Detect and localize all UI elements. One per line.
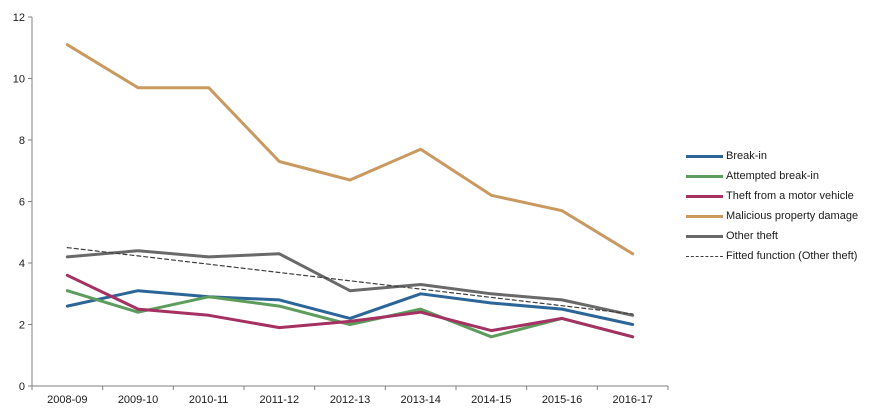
x-tick-label: 2011-12	[260, 394, 300, 406]
series-line-fitted-function-other-theft	[66, 247, 634, 315]
series-line-malicious-property-damage	[65, 43, 635, 256]
y-tick-label: 2	[19, 320, 25, 332]
y-tick-label: 12	[13, 12, 25, 24]
x-tick-label: 2016-17	[612, 394, 652, 406]
x-tick-label: 2010-11	[189, 394, 229, 406]
legend-swatch-break-in	[686, 154, 723, 158]
series-line-other-theft	[65, 249, 635, 317]
series-line-attempted-break-in	[65, 289, 635, 339]
legend-label-theft-from-a-motor-vehicle: Theft from a motor vehicle	[726, 190, 854, 202]
legend-label-fitted-function-other-theft: Fitted function (Other theft)	[726, 250, 858, 262]
legend-label-attempted-break-in: Attempted break-in	[726, 170, 819, 182]
legend-item-theft-from-a-motor-vehicle: Theft from a motor vehicle	[686, 189, 858, 203]
x-tick-label: 2014-15	[471, 394, 511, 406]
legend-item-attempted-break-in: Attempted break-in	[686, 169, 858, 183]
legend-item-break-in: Break-in	[686, 149, 858, 163]
legend-label-other-theft: Other theft	[726, 230, 778, 242]
y-tick-label: 0	[19, 381, 25, 393]
y-tick-label: 4	[19, 258, 25, 270]
legend-swatch-theft-from-a-motor-vehicle	[686, 194, 723, 198]
legend-label-break-in: Break-in	[726, 150, 767, 162]
y-tick-label: 10	[13, 74, 25, 86]
legend-label-malicious-property-damage: Malicious property damage	[726, 210, 859, 222]
plot-area: 0 2 4 6 8 10 12 2008-09 2009-10 2010-11 2011-12 201…	[13, 12, 669, 406]
legend-item-other-theft: Other theft	[686, 229, 858, 243]
legend-item-fitted-function-other-theft: Fitted function (Other theft)	[686, 249, 858, 263]
legend: Break-in Attempted break-in Theft from a m…	[686, 149, 858, 269]
y-tick-label: 6	[19, 197, 25, 209]
y-tick-label: 8	[19, 135, 25, 147]
x-tick-label: 2012-13	[330, 394, 370, 406]
legend-swatch-fitted-function-other-theft	[686, 255, 723, 257]
legend-swatch-malicious-property-damage	[686, 214, 723, 218]
x-tick-label: 2009-10	[118, 394, 158, 406]
x-tick-label: 2015-16	[542, 394, 582, 406]
x-tick-label: 2013-14	[400, 394, 440, 406]
series-line-break-in	[65, 289, 635, 326]
legend-swatch-attempted-break-in	[686, 174, 723, 178]
legend-swatch-other-theft	[686, 234, 723, 238]
series-line-theft-from-a-motor-vehicle	[65, 273, 635, 339]
x-tick-label: 2008-09	[47, 394, 87, 406]
legend-item-malicious-property-damage: Malicious property damage	[686, 209, 858, 223]
